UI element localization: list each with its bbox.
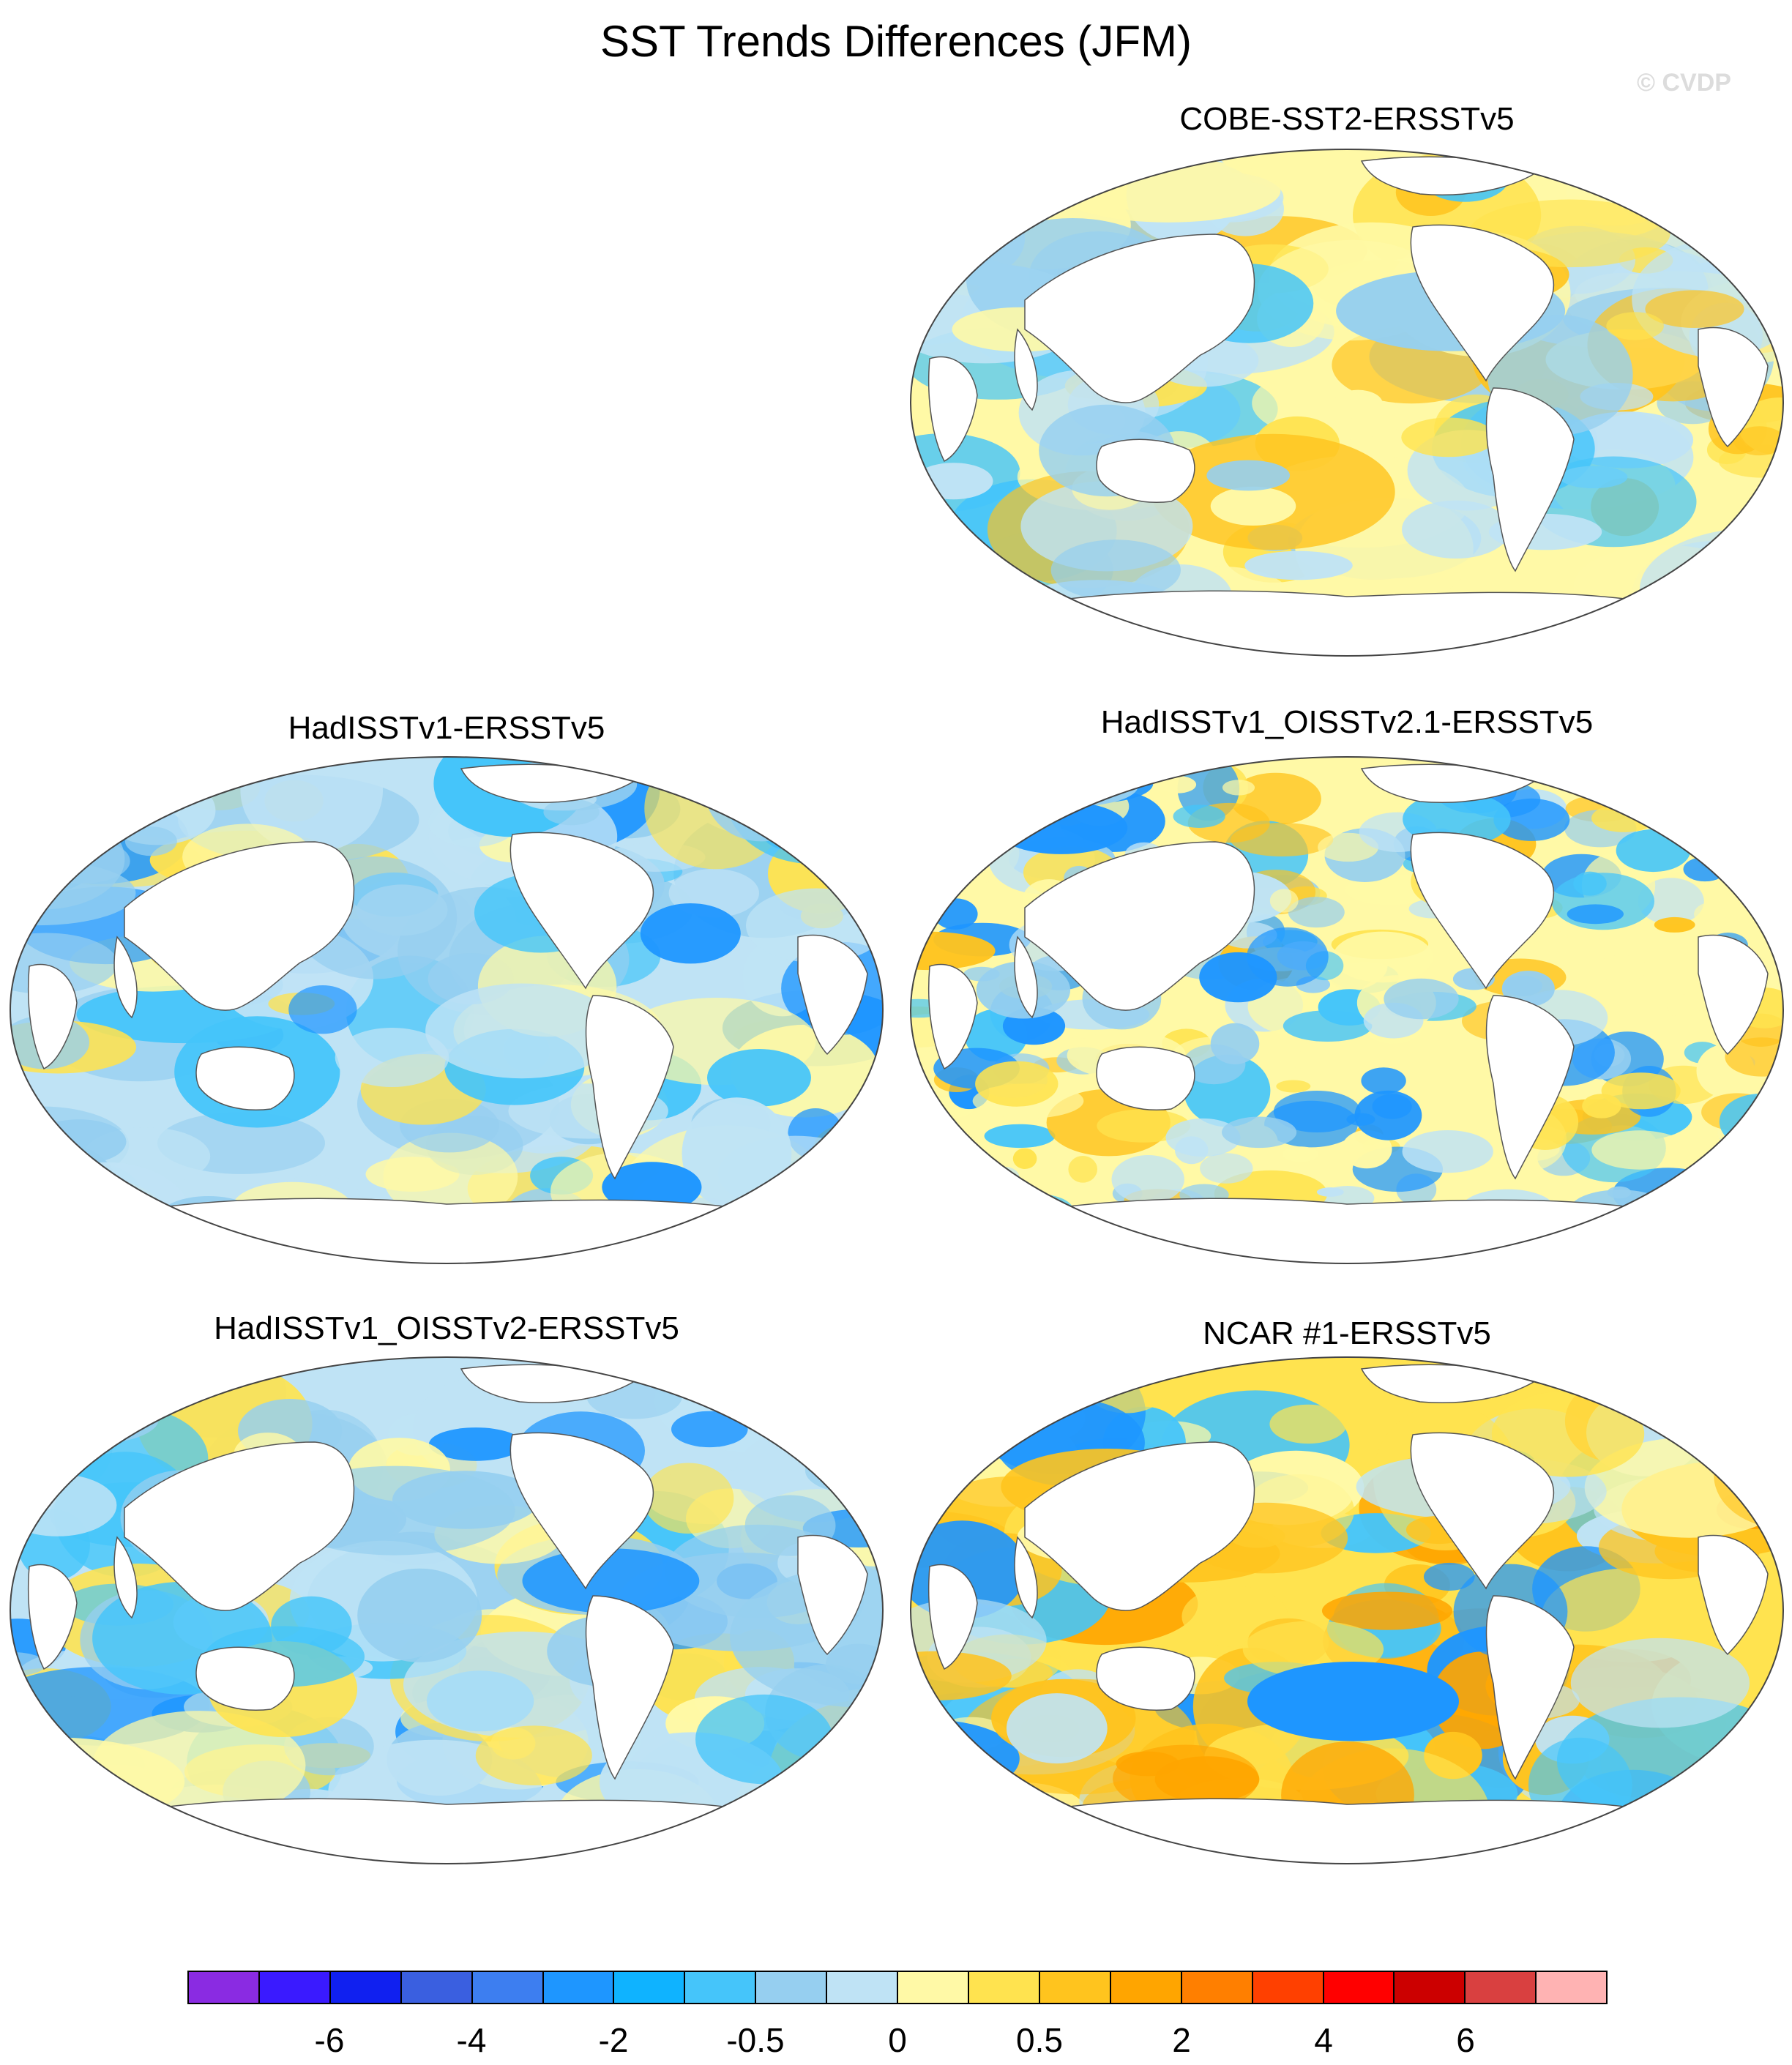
panel-title-hadisst: HadISSTv1-ERSSTv5 <box>288 710 605 746</box>
map-frame <box>910 149 1784 657</box>
colorbar-cell <box>1181 1972 1253 2003</box>
colorbar-cell <box>1110 1972 1182 2003</box>
colorbar-cell <box>472 1972 544 2003</box>
figure-title: SST Trends Differences (JFM) <box>600 17 1192 66</box>
panel-title-ncar1: NCAR #1-ERSSTv5 <box>1203 1315 1491 1351</box>
colorbar-tick-label: -2 <box>598 2021 629 2059</box>
map-frame <box>10 756 884 1264</box>
colorbar-cell <box>330 1972 402 2003</box>
colorbar-tick-label: -6 <box>314 2021 345 2059</box>
map-panel-hadisst-oisst21 <box>910 756 1784 1264</box>
colorbar-cell <box>1039 1972 1111 2003</box>
map-panel-ncar1 <box>910 1356 1784 1864</box>
colorbar-tick-label: 4 <box>1314 2021 1333 2059</box>
map-frame <box>910 1356 1784 1864</box>
panel-title-hadisst-oisst2: HadISSTv1_OISSTv2-ERSSTv5 <box>214 1310 679 1346</box>
colorbar <box>187 1971 1608 2004</box>
colorbar-cell <box>189 1972 260 2003</box>
colorbar-tick-label: 2 <box>1172 2021 1191 2059</box>
map-panel-hadisst-oisst2 <box>10 1356 884 1864</box>
colorbar-cell <box>401 1972 473 2003</box>
colorbar-cell <box>1252 1972 1324 2003</box>
colorbar-cell <box>756 1972 828 2003</box>
map-panel-hadisst <box>10 756 884 1264</box>
colorbar-tick-label: -0.5 <box>726 2021 785 2059</box>
map-frame <box>10 1356 884 1864</box>
panel-title-hadisst-oisst21: HadISSTv1_OISSTv2.1-ERSSTv5 <box>1100 704 1594 740</box>
colorbar-cell <box>1537 1972 1607 2003</box>
colorbar-cell <box>1324 1972 1395 2003</box>
map-panel-cobe <box>910 149 1784 657</box>
colorbar-cell <box>614 1972 686 2003</box>
colorbar-cell <box>1395 1972 1466 2003</box>
colorbar-cell <box>685 1972 757 2003</box>
colorbar-cell <box>1466 1972 1537 2003</box>
panel-title-cobe: COBE-SST2-ERSSTv5 <box>1179 101 1515 137</box>
colorbar-tick-label: -4 <box>456 2021 487 2059</box>
colorbar-cell <box>827 1972 899 2003</box>
map-frame <box>910 756 1784 1264</box>
colorbar-cell <box>259 1972 331 2003</box>
colorbar-cell <box>543 1972 615 2003</box>
colorbar-tick-label: 6 <box>1456 2021 1475 2059</box>
colorbar-cell <box>898 1972 969 2003</box>
colorbar-tick-label: 0 <box>888 2021 907 2059</box>
cvdp-watermark: © CVDP <box>1637 69 1731 97</box>
colorbar-tick-label: 0.5 <box>1016 2021 1063 2059</box>
colorbar-cell <box>968 1972 1040 2003</box>
